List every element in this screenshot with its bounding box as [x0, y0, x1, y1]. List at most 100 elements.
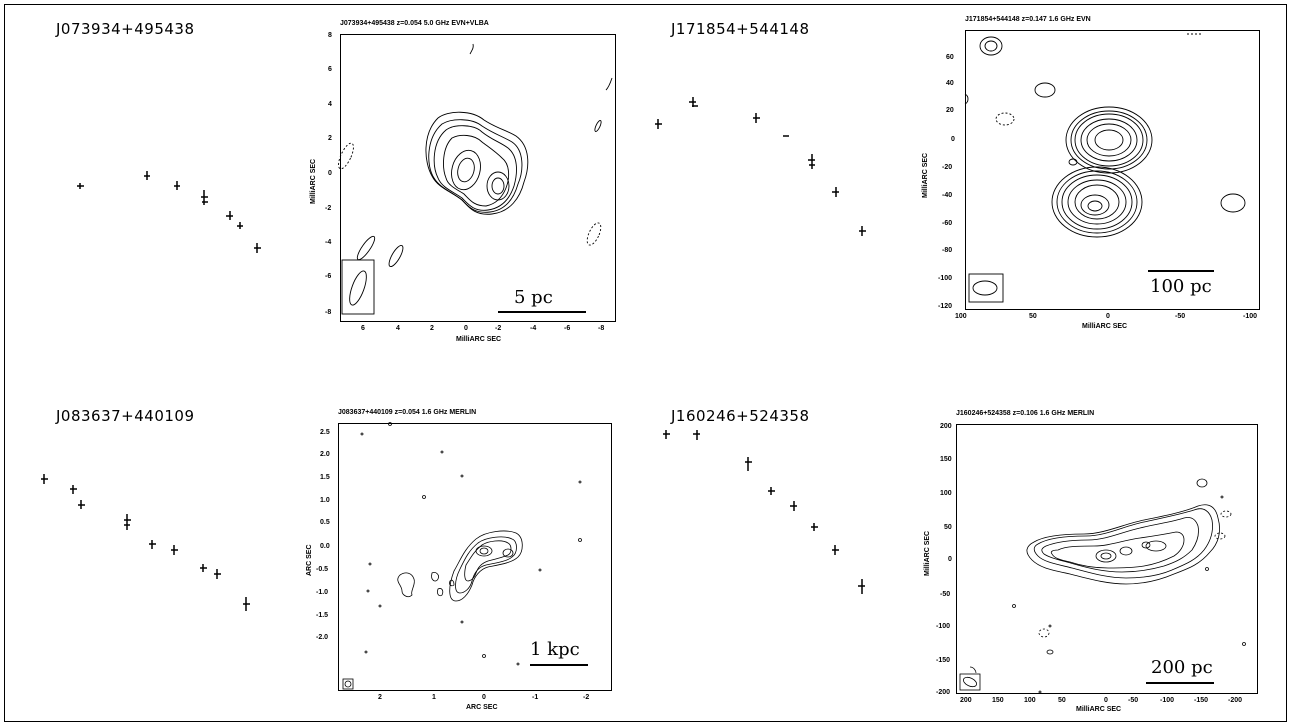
y-tick-2-6: -60	[942, 220, 953, 227]
scale-bar-3	[530, 664, 588, 666]
y-tick-3-2: 1.5	[320, 474, 330, 481]
y-tick-1-6: -4	[325, 239, 332, 246]
plot-frame-4	[956, 424, 1258, 694]
x-tick-3-2: 0	[482, 694, 486, 701]
y-axis-label-3: ARC SEC	[306, 544, 313, 576]
y-tick-2-3: 0	[951, 136, 955, 143]
x-tick-3-4: -2	[583, 694, 590, 701]
map-panel-3: J083637+440109 z=0.054 1.6 GHz MERLIN	[338, 409, 612, 691]
scale-label-3: 1 kpc	[530, 639, 580, 660]
y-tick-2-0: 60	[946, 54, 954, 61]
y-tick-4-0: 200	[940, 423, 952, 430]
y-tick-2-9: -120	[938, 303, 953, 310]
scale-label-2: 100 pc	[1150, 276, 1212, 297]
x-tick-4-6: -100	[1160, 697, 1175, 704]
contour-map-2	[964, 33, 1246, 303]
scale-bar-1	[498, 311, 586, 313]
y-tick-4-3: 50	[944, 524, 952, 531]
y-tick-4-2: 100	[940, 490, 952, 497]
map-panel-2: J171854+544148 z=0.147 1.6 GHz EVN	[964, 16, 1260, 310]
y-tick-4-1: 150	[940, 456, 952, 463]
y-tick-2-5: -40	[942, 192, 953, 199]
x-tick-4-3: 50	[1058, 697, 1066, 704]
map-header-1: J073934+495438 z=0.054 5.0 GHz EVN+VLBA	[340, 20, 489, 27]
y-tick-2-4: -20	[942, 164, 953, 171]
y-tick-3-7: -1.0	[316, 589, 329, 596]
x-tick-1-7: -8	[598, 325, 605, 332]
x-tick-4-2: 100	[1024, 697, 1036, 704]
x-tick-3-3: -1	[532, 694, 539, 701]
y-tick-1-0: 8	[328, 32, 332, 39]
contour-map-3	[342, 422, 582, 690]
spectrum-sketch-4	[663, 430, 865, 594]
x-tick-2-1: 50	[1029, 313, 1037, 320]
map-panel-4: J160246+524358 z=0.106 1.6 GHz MERLIN	[956, 410, 1258, 694]
y-tick-3-9: -2.0	[316, 634, 329, 641]
map-panel-1: J073934+495438 z=0.054 5.0 GHz EVN+VLBA	[338, 20, 616, 322]
x-tick-4-0: 200	[960, 697, 972, 704]
y-tick-4-8: -200	[936, 689, 951, 696]
x-tick-2-2: 0	[1106, 313, 1110, 320]
map-header-4: J160246+524358 z=0.106 1.6 GHz MERLIN	[956, 410, 1095, 417]
x-tick-1-4: -2	[495, 325, 502, 332]
x-tick-1-0: 6	[361, 325, 365, 332]
y-tick-2-1: 40	[946, 80, 954, 87]
y-tick-3-0: 2.5	[320, 429, 330, 436]
x-axis-label-4: MilliARC SEC	[1076, 706, 1122, 713]
y-axis-label-4: MilliARC SEC	[924, 530, 931, 576]
y-axis-label-2: MilliARC SEC	[922, 152, 929, 198]
map-header-3: J083637+440109 z=0.054 1.6 GHz MERLIN	[338, 409, 477, 416]
y-tick-4-7: -150	[936, 657, 951, 664]
y-tick-1-2: 4	[328, 101, 332, 108]
x-tick-3-0: 2	[378, 694, 382, 701]
x-tick-1-3: 0	[464, 325, 468, 332]
y-tick-1-8: -8	[325, 309, 332, 316]
x-axis-label-3: ARC SEC	[466, 704, 498, 711]
x-tick-2-4: -100	[1243, 313, 1258, 320]
y-tick-1-4: 0	[328, 170, 332, 177]
y-tick-1-3: 2	[328, 135, 332, 142]
source-name-2: J171854+544148	[671, 20, 810, 38]
figure-frame	[4, 4, 1287, 722]
x-tick-2-0: 100	[955, 313, 967, 320]
x-tick-1-2: 2	[430, 325, 434, 332]
y-tick-4-5: -50	[940, 591, 951, 598]
y-axis-label-1: MilliARC SEC	[310, 158, 317, 204]
x-tick-1-6: -6	[564, 325, 571, 332]
plot-frame-2	[965, 30, 1260, 310]
scale-bar-2	[1148, 270, 1214, 272]
source-name-3: J083637+440109	[56, 407, 195, 425]
y-tick-4-4: 0	[948, 556, 952, 563]
x-axis-label-1: MilliARC SEC	[456, 336, 502, 343]
source-name-4: J160246+524358	[671, 407, 810, 425]
y-tick-3-6: -0.5	[316, 566, 329, 573]
scale-label-4: 200 pc	[1151, 657, 1213, 678]
y-tick-4-6: -100	[936, 623, 951, 630]
x-tick-1-5: -4	[530, 325, 537, 332]
source-name-1: J073934+495438	[56, 20, 195, 38]
y-tick-1-5: -2	[325, 205, 332, 212]
y-tick-2-7: -80	[942, 247, 953, 254]
scale-label-1: 5 pc	[514, 287, 553, 308]
spectrum-sketch-1	[77, 171, 261, 253]
y-tick-3-8: -1.5	[316, 612, 329, 619]
spectrum-sketch-3	[41, 474, 250, 611]
plot-frame-1	[340, 34, 616, 322]
y-tick-3-1: 2.0	[320, 451, 330, 458]
contour-map-4	[959, 478, 1246, 694]
x-axis-label-2: MilliARC SEC	[1082, 323, 1128, 330]
y-tick-1-1: 6	[328, 66, 332, 73]
x-tick-4-4: 0	[1104, 697, 1108, 704]
x-tick-3-1: 1	[432, 694, 436, 701]
x-tick-4-8: -200	[1228, 697, 1243, 704]
x-tick-4-7: -150	[1194, 697, 1209, 704]
plot-frame-3	[338, 423, 612, 691]
y-tick-3-4: 0.5	[320, 519, 330, 526]
y-tick-1-7: -6	[325, 273, 332, 280]
x-tick-4-5: -50	[1128, 697, 1139, 704]
x-tick-4-1: 150	[992, 697, 1004, 704]
y-tick-3-5: 0.0	[320, 543, 330, 550]
x-tick-2-3: -50	[1175, 313, 1186, 320]
y-tick-2-8: -100	[938, 275, 953, 282]
spectrum-sketch-2	[655, 97, 866, 236]
